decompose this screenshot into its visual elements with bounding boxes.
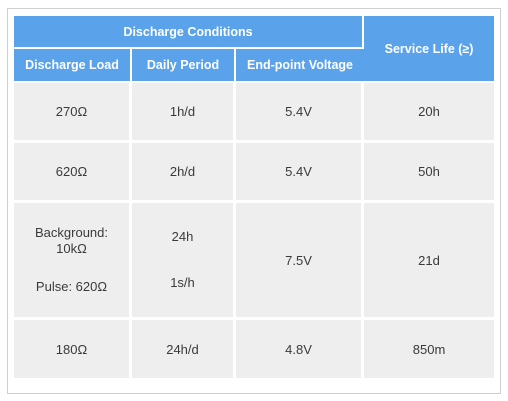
header-row-group: Discharge Conditions Service Life (≥) (14, 16, 495, 83)
cell-end-point-voltage: 7.5V (236, 203, 365, 320)
table-row: 620Ω 2h/d 5.4V 50h (14, 143, 495, 203)
discharge-spec-table: Discharge Conditions Service Life (≥) Di… (14, 16, 495, 378)
table-row: 180Ω 24h/d 4.8V 850m (14, 320, 495, 378)
cell-end-point-voltage: 5.4V (236, 143, 365, 203)
cell-end-point-voltage: 4.8V (236, 320, 365, 378)
table-row: Background: 10kΩ Pulse: 620Ω 24h 1s/h 7.… (14, 203, 495, 320)
load-background-value: 10kΩ (56, 241, 87, 256)
cell-discharge-load: 270Ω (14, 83, 132, 143)
header-discharge-load: Discharge Load (14, 49, 132, 83)
period-background-value: 24h (171, 229, 194, 244)
cell-discharge-load: 620Ω (14, 143, 132, 203)
header-discharge-conditions: Discharge Conditions (14, 16, 365, 49)
header-end-point-voltage: End-point Voltage (236, 49, 365, 83)
load-background-label: Background: (35, 225, 108, 240)
cell-daily-period: 24h/d (132, 320, 236, 378)
header-daily-period: Daily Period (132, 49, 236, 83)
header-service-life: Service Life (≥) (364, 16, 495, 83)
cell-service-life: 20h (364, 83, 495, 143)
cell-end-point-voltage: 5.4V (236, 83, 365, 143)
cell-service-life: 50h (364, 143, 495, 203)
cell-service-life: 850m (364, 320, 495, 378)
cell-daily-period: 2h/d (132, 143, 236, 203)
cell-service-life: 21d (364, 203, 495, 320)
load-pulse-value: Pulse: 620Ω (35, 279, 108, 294)
period-pulse-value: 1s/h (170, 275, 195, 290)
table-row: 270Ω 1h/d 5.4V 20h (14, 83, 495, 143)
cell-daily-period: 24h 1s/h (132, 203, 236, 320)
cell-daily-period: 1h/d (132, 83, 236, 143)
header-row-columns: Discharge Load Daily Period End-point Vo… (14, 49, 494, 83)
cell-discharge-load: 180Ω (14, 320, 132, 378)
cell-discharge-load: Background: 10kΩ Pulse: 620Ω (14, 203, 132, 320)
